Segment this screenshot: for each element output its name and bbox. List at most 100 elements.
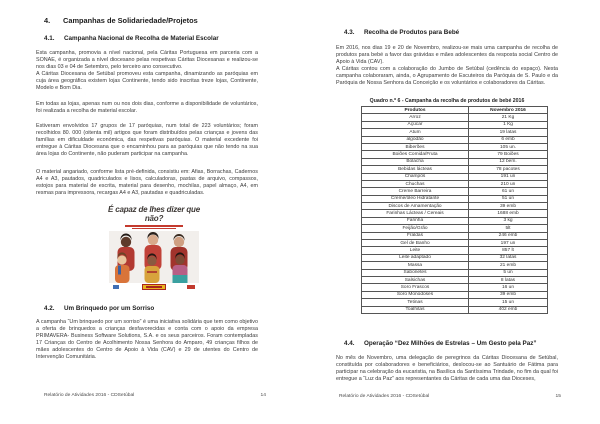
table-row: Farinha 3 kg bbox=[361, 216, 548, 226]
cell-quantidade: 210 un bbox=[468, 179, 548, 189]
body-block: Em 2016, nos dias 19 e 20 de Novembro, r… bbox=[336, 45, 558, 88]
section-title: Recolha de Produtos para Bebé bbox=[364, 29, 460, 36]
table-row: Feijão/Grão 5lt bbox=[361, 224, 548, 233]
table-row: Açúcar 1 Kg bbox=[361, 120, 548, 130]
section-number: 4.2. bbox=[44, 305, 55, 312]
poster-title: É capaz de lhes dizer que não? bbox=[108, 205, 200, 223]
cell-produto: Boiões Comida/Fruta bbox=[361, 150, 469, 159]
cell-quantidade: 105 un. bbox=[468, 142, 548, 152]
section-heading-4-2: 4.2. Um Brinquedo por um Sorriso bbox=[36, 305, 266, 312]
cell-produto: Massa bbox=[361, 261, 469, 270]
cell-produto: Chuchas bbox=[361, 179, 469, 189]
section-title: Campanhas de Solidariedade/Projetos bbox=[63, 16, 198, 25]
cell-produto: Soro Frascos bbox=[361, 283, 469, 292]
paragraph: Estiveram envolvidos 17 grupos de 17 par… bbox=[36, 123, 258, 158]
cell-quantidade: 15 un bbox=[468, 298, 548, 307]
table-row: Biberões 105 un. bbox=[361, 142, 548, 152]
paragraph: A campanha “Um brinquedo por um sorriso”… bbox=[36, 319, 258, 361]
cell-quantidade: 1688 emb bbox=[468, 209, 548, 218]
table-row: Champôs 191 un bbox=[361, 172, 548, 181]
table-row: Atum 19 latas bbox=[361, 128, 548, 137]
cell-quantidade: 12 bem. bbox=[468, 157, 548, 167]
cell-produto: Atum bbox=[361, 128, 469, 137]
cell-produto: Açúcar bbox=[361, 120, 469, 130]
section-number: 4.1. bbox=[44, 35, 55, 42]
cell-produto: Bebidas lácteas bbox=[361, 165, 469, 174]
cell-produto: Leite adaptado bbox=[361, 253, 469, 263]
campaign-poster-image: É capaz de lhes dizer que não? bbox=[108, 205, 200, 296]
cell-quantidade: 857 lt bbox=[468, 246, 548, 255]
body-block: Esta campanha, promovia a nível nacional… bbox=[36, 50, 258, 93]
cell-produto: algodão bbox=[361, 135, 469, 144]
table-row: Chuchas 210 un bbox=[361, 179, 548, 189]
poster-photo bbox=[109, 231, 199, 284]
table-row: Massa 21 emb bbox=[361, 261, 548, 270]
section-heading-4-4: 4.4. Operação “Dez Milhões de Estrelas –… bbox=[336, 340, 566, 347]
cell-produto: Tetinas bbox=[361, 298, 469, 307]
table-row: Leite 857 lt bbox=[361, 246, 548, 255]
table-row: Sabonetes 5 un bbox=[361, 268, 548, 278]
table-row: Toalhitas 402 emb bbox=[361, 305, 548, 314]
cell-produto: Arroz bbox=[361, 113, 469, 122]
table-row: Farinhas Lácteas / Cereais 1688 emb bbox=[361, 209, 548, 218]
cell-produto: Farinha bbox=[361, 216, 469, 226]
sponsor-logo-icon bbox=[113, 285, 119, 290]
cell-quantidade: 8 latas bbox=[468, 275, 548, 285]
cell-produto: Farinhas Lácteas / Cereais bbox=[361, 209, 469, 218]
table-row: Arroz 21 Kg bbox=[361, 113, 548, 122]
baby-products-table: Produtos Novembro 2016 Arroz 21 Kg Açúca… bbox=[361, 105, 548, 314]
table-row: Discos de Amamentação 39 emb bbox=[361, 202, 548, 211]
sponsor-logo-icon bbox=[187, 285, 195, 290]
page-right: 4.3. Recolha de Produtos para Bebé Em 20… bbox=[336, 0, 561, 424]
section-heading-4-1: 4.1. Campanha Nacional de Recolha de Mat… bbox=[36, 35, 266, 42]
section-title: Um Brinquedo por um Sorriso bbox=[64, 305, 155, 312]
cell-produto: Fraldas bbox=[361, 231, 469, 241]
table-row: Soro Monodoses 39 emb bbox=[361, 290, 548, 300]
table-row: algodão 6 emb bbox=[361, 135, 548, 144]
table-row: Fraldas 246 emb bbox=[361, 231, 548, 241]
footer-report-title: Relatório de Atividades 2016 - CDSetúbal bbox=[44, 393, 135, 398]
column-header-produtos: Produtos bbox=[361, 105, 469, 115]
cell-quantidade: 21 Kg bbox=[468, 113, 548, 122]
cell-quantidade: 78 pacotes bbox=[468, 165, 548, 174]
paragraph: Em 2016, nos dias 19 e 20 de Novembro, r… bbox=[336, 45, 558, 66]
campaign-logo-icon bbox=[142, 284, 166, 291]
cell-produto: Biberões bbox=[361, 142, 469, 152]
cell-produto: Bolacha bbox=[361, 157, 469, 167]
section-number: 4.3. bbox=[344, 29, 355, 36]
section-title: Campanha Nacional de Recolha de Material… bbox=[64, 35, 219, 42]
table-row: Bebidas lácteas 78 pacotes bbox=[361, 165, 548, 174]
cell-produto: Salsichas bbox=[361, 275, 469, 285]
section-number: 4.4. bbox=[344, 340, 355, 347]
cell-quantidade: 21 emb bbox=[468, 261, 548, 270]
cell-quantidade: 197 un bbox=[468, 239, 548, 248]
cell-quantidade: 3 kg bbox=[468, 216, 548, 226]
cell-quantidade: 1 Kg bbox=[468, 120, 548, 130]
cell-quantidade: 191 un bbox=[468, 172, 548, 181]
cell-produto: Creme Barreira bbox=[361, 187, 469, 196]
cell-produto: Creme/óleo Hidratante bbox=[361, 194, 469, 204]
paragraph: O material angariado, conforme lista pré… bbox=[36, 169, 258, 197]
table-header-row: Produtos Novembro 2016 bbox=[361, 105, 548, 115]
paragraph: Em todas as lojas, apenas num ou nos doi… bbox=[36, 101, 258, 115]
poster-logos bbox=[109, 283, 199, 292]
cell-produto: Discos de Amamentação bbox=[361, 202, 469, 211]
footer-page-number: 15 bbox=[555, 394, 561, 399]
section-title: Operação “Dez Milhões de Estrelas – Um G… bbox=[364, 340, 537, 347]
table-row: Leite adaptado 32 latas bbox=[361, 253, 548, 263]
poster-subtitle-line bbox=[132, 227, 176, 230]
paragraph: No mês de Novembro, uma delegação de per… bbox=[336, 355, 558, 383]
paragraph: A Cáritas Diocesana de Setúbal promoveu … bbox=[36, 71, 258, 92]
cell-produto: Sabonetes bbox=[361, 268, 469, 278]
section-heading-4: 4. Campanhas de Solidariedade/Projetos bbox=[36, 16, 266, 25]
cell-produto: Champôs bbox=[361, 172, 469, 181]
cell-produto: Feijão/Grão bbox=[361, 224, 469, 233]
cell-quantidade: 51 un bbox=[468, 194, 548, 204]
table-row: Creme Barreira 61 un bbox=[361, 187, 548, 196]
cell-produto: Soro Monodoses bbox=[361, 290, 469, 300]
cell-quantidade: 19 latas bbox=[468, 128, 548, 137]
page-footer: Relatório de Atividades 2016 - CDSetúbal… bbox=[336, 394, 565, 399]
table-row: Soro Frascos 16 un bbox=[361, 283, 548, 292]
cell-quantidade: 5lt bbox=[468, 224, 548, 233]
poster-subtitle bbox=[108, 225, 200, 230]
